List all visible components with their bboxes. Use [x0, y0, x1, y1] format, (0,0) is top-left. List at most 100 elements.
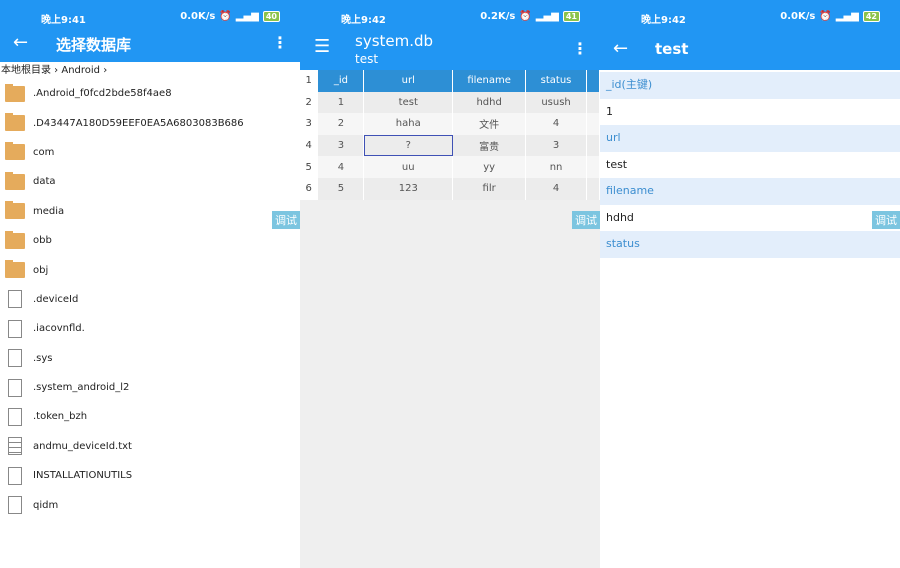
table-cell[interactable]: 4	[317, 156, 365, 178]
table-cell-empty[interactable]	[586, 177, 600, 200]
table-cell[interactable]: filr	[452, 177, 527, 200]
more-menu-icon[interactable]: ⋮	[272, 33, 288, 52]
file-name: obj	[33, 264, 49, 276]
file-list-item[interactable]: media	[0, 197, 300, 226]
page-title: 选择数据库	[56, 36, 132, 54]
table-cell[interactable]: 富贵	[452, 134, 527, 157]
row-detail-panel: 晚上9:42 0.0K/s ⏰ ▂▄▆ 42 ← test _id(主键) 1 url tes…	[600, 0, 900, 568]
field-value[interactable]: 1	[600, 98, 900, 125]
table-cell[interactable]: 5	[317, 177, 365, 200]
folder-icon	[5, 201, 25, 220]
back-arrow-icon[interactable]: ←	[613, 38, 629, 59]
table-cell[interactable]: 1	[317, 91, 365, 114]
text-file-icon	[8, 437, 22, 456]
table-cell[interactable]: 2	[317, 113, 365, 135]
breadcrumb-android[interactable]: Android	[61, 65, 101, 76]
file-list-item[interactable]: andmu_deviceId.txt	[0, 432, 300, 461]
field-value[interactable]: hdhd	[600, 204, 900, 231]
file-icon	[8, 407, 22, 426]
file-name: com	[33, 146, 55, 158]
debug-button[interactable]: 调试	[272, 211, 300, 229]
column-header[interactable]: url	[363, 70, 454, 92]
table-cell[interactable]: 4	[525, 113, 587, 135]
app-bar: ☰ system.db test ⋮	[300, 30, 600, 70]
table-cell-empty[interactable]	[586, 91, 600, 114]
table-cell-empty[interactable]	[586, 156, 600, 178]
file-icon	[8, 496, 22, 515]
table-subtitle: test	[355, 52, 379, 66]
table-row: 5 4 uu yy nn	[300, 156, 600, 178]
folder-icon	[5, 260, 25, 279]
table-cell[interactable]: hdhd	[452, 91, 527, 114]
file-list-item[interactable]: .token_bzh	[0, 402, 300, 431]
file-list-item[interactable]: qidm	[0, 490, 300, 519]
file-list-item[interactable]: obj	[0, 255, 300, 284]
table-cell[interactable]: 3	[525, 134, 587, 157]
table-cell[interactable]: 文件	[452, 113, 527, 135]
file-icon	[8, 378, 22, 397]
status-bar: 晚上9:42 0.0K/s ⏰ ▂▄▆ 42	[600, 0, 900, 30]
hamburger-menu-icon[interactable]: ☰	[314, 36, 331, 57]
file-picker-panel: 晚上9:41 0.0K/s ⏰ ▂▄▆ 40 ← 选择数据库 ⋮ 本地根目录 › And…	[0, 0, 300, 568]
column-header[interactable]: filename	[452, 70, 527, 92]
signal-icon: ▂▄▆	[235, 11, 259, 22]
file-list-item[interactable]: obb	[0, 226, 300, 255]
table-cell[interactable]: 3	[317, 134, 365, 157]
row-number: 6	[300, 177, 319, 200]
signal-icon: ▂▄▆	[535, 11, 559, 22]
file-name: obb	[33, 235, 52, 247]
debug-button[interactable]: 调试	[872, 211, 900, 229]
file-name: data	[33, 176, 56, 188]
table-cell[interactable]: haha	[363, 113, 454, 135]
table-cell[interactable]: usush	[525, 91, 587, 114]
file-list-item[interactable]: com	[0, 138, 300, 167]
battery-icon: 42	[862, 11, 880, 22]
table-cell-empty[interactable]	[586, 70, 600, 92]
table-cell[interactable]: nn	[525, 156, 587, 178]
row-number: 5	[300, 156, 319, 178]
table-cell[interactable]: test	[363, 91, 454, 114]
table-cell-empty[interactable]	[586, 113, 600, 135]
table-cell[interactable]: 123	[363, 177, 454, 200]
database-title: system.db	[355, 32, 434, 50]
file-name: .deviceId	[33, 293, 79, 305]
app-bar: ← test	[600, 30, 900, 70]
page-title: test	[655, 40, 689, 58]
breadcrumb-root[interactable]: 本地根目录	[1, 65, 51, 76]
file-name: INSTALLATIONUTILS	[33, 470, 133, 482]
file-list-item[interactable]: .deviceId	[0, 285, 300, 314]
table-cell-empty[interactable]	[586, 134, 600, 157]
selected-cell[interactable]: ?	[363, 134, 454, 157]
alarm-icon: ⏰	[819, 11, 832, 22]
app-bar: ← 选择数据库 ⋮	[0, 30, 300, 62]
table-cell[interactable]: 4	[525, 177, 587, 200]
file-list-item[interactable]: .system_android_l2	[0, 373, 300, 402]
file-name: .iacovnfld.	[33, 323, 85, 335]
column-header[interactable]: status	[525, 70, 587, 92]
battery-icon: 41	[562, 11, 580, 22]
table-row: 4 3? 富贵 3	[300, 134, 600, 157]
folder-icon	[5, 113, 25, 132]
row-number: 4	[300, 134, 319, 157]
file-list-item[interactable]: .sys	[0, 344, 300, 373]
file-name: qidm	[33, 499, 59, 511]
file-list-item[interactable]: INSTALLATIONUTILS	[0, 461, 300, 490]
debug-button[interactable]: 调试	[572, 211, 600, 229]
signal-icon: ▂▄▆	[835, 11, 859, 22]
breadcrumb: 本地根目录 › Android ›	[1, 65, 108, 76]
column-header[interactable]: _id	[317, 70, 365, 92]
more-menu-icon[interactable]: ⋮	[572, 39, 588, 58]
row-number: 3	[300, 113, 319, 135]
file-icon	[8, 466, 22, 485]
file-list-item[interactable]: .Android_f0fcd2bde58f4ae8	[0, 79, 300, 108]
alarm-icon: ⏰	[519, 11, 532, 22]
table-cell[interactable]: uu	[363, 156, 454, 178]
table-cell[interactable]: yy	[452, 156, 527, 178]
file-list-item[interactable]: .iacovnfld.	[0, 314, 300, 343]
file-list-item[interactable]: .D43447A180D59EEF0EA5A6803083B686	[0, 108, 300, 137]
file-list-item[interactable]: data	[0, 167, 300, 196]
field-value[interactable]: test	[600, 151, 900, 178]
back-arrow-icon[interactable]: ←	[13, 32, 29, 53]
file-name: .sys	[33, 352, 53, 364]
file-list: .Android_f0fcd2bde58f4ae8 .D43447A180D59E…	[0, 79, 300, 520]
